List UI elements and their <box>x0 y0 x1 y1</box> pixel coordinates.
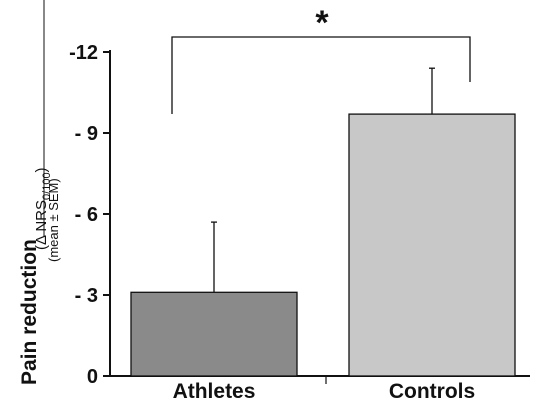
y-tick-label: - 9 <box>75 123 98 145</box>
y-axis-unit-subscript: 0/100 <box>41 172 53 200</box>
bar-athletes <box>130 291 298 377</box>
y-axis-label-main: Pain reduction <box>18 239 41 385</box>
y-axis-label-sub-group: (mean ± SEM) <box>46 178 61 262</box>
y-tick-label: - 3 <box>75 285 98 307</box>
x-category-label: Controls <box>389 380 475 401</box>
y-axis-label: Pain reduction <box>18 239 41 385</box>
y-ticks: 0 - 3 - 6 - 9 -12 <box>69 42 110 388</box>
bars <box>130 113 516 377</box>
y-axis-unit-prefix: (Δ NRS <box>33 200 50 250</box>
y-tick-label: 0 <box>87 366 98 388</box>
y-tick-label: - 6 <box>75 204 98 226</box>
significance-star: * <box>315 4 329 42</box>
significance-bracket <box>171 36 471 114</box>
x-categories: Athletes Controls <box>173 380 476 401</box>
x-category-label: Athletes <box>173 380 256 401</box>
y-axis-unit-suffix: ) <box>33 167 50 172</box>
y-axis-label-sub: (mean ± SEM) <box>46 178 61 262</box>
y-tick-label: -12 <box>69 42 98 64</box>
error-bars <box>211 67 435 293</box>
bar-controls <box>348 113 516 377</box>
